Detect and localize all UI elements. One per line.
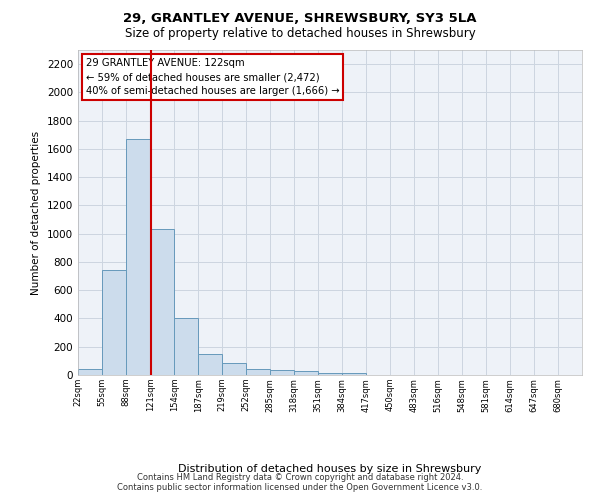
Bar (246, 368, 270, 375)
Y-axis label: Number of detached properties: Number of detached properties (31, 130, 41, 294)
Bar (342, 373, 366, 375)
Bar (199, 354, 223, 375)
Bar (150, 229, 174, 375)
Bar (221, 363, 246, 375)
Bar (270, 370, 294, 375)
Text: 29 GRANTLEY AVENUE: 122sqm
← 59% of detached houses are smaller (2,472)
40% of s: 29 GRANTLEY AVENUE: 122sqm ← 59% of deta… (86, 58, 339, 96)
Bar (126, 139, 150, 375)
Bar (174, 318, 199, 375)
Text: 29, GRANTLEY AVENUE, SHREWSBURY, SY3 5LA: 29, GRANTLEY AVENUE, SHREWSBURY, SY3 5LA (123, 12, 477, 26)
Bar (294, 372, 318, 375)
Text: Contains HM Land Registry data © Crown copyright and database right 2024.
Contai: Contains HM Land Registry data © Crown c… (118, 473, 482, 492)
Bar (102, 270, 126, 375)
Bar (78, 368, 102, 375)
Text: Size of property relative to detached houses in Shrewsbury: Size of property relative to detached ho… (125, 28, 475, 40)
Bar (318, 373, 342, 375)
X-axis label: Distribution of detached houses by size in Shrewsbury: Distribution of detached houses by size … (178, 464, 482, 474)
